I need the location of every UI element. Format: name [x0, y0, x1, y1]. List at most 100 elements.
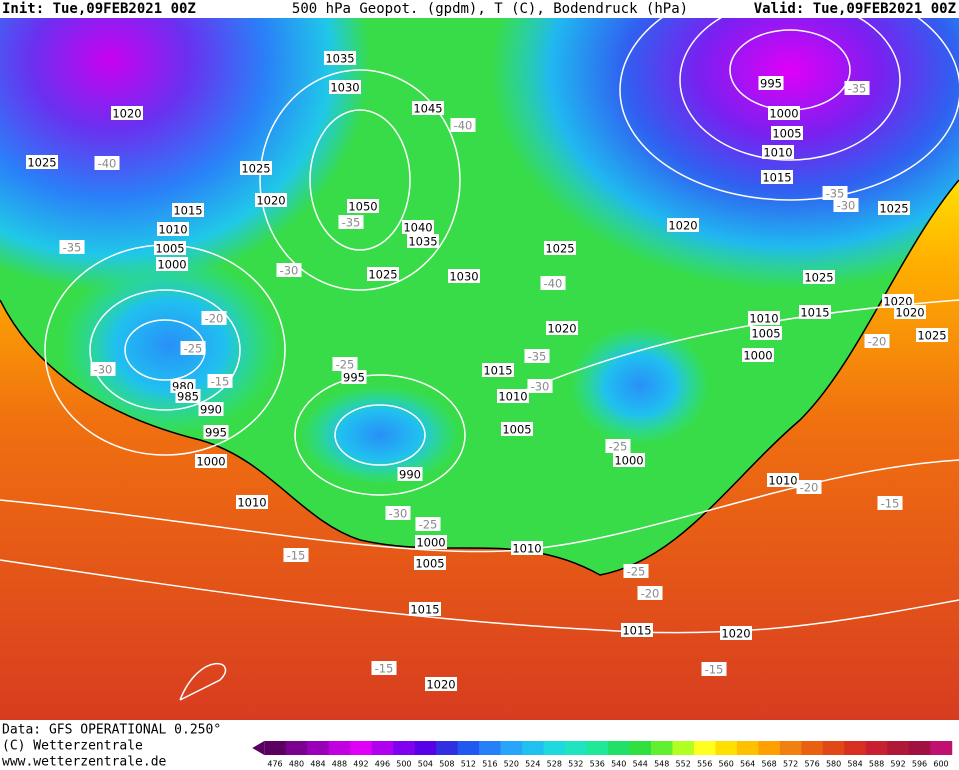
temperature-label: -35	[528, 350, 547, 364]
isobar-label-box	[198, 402, 224, 416]
website: www.wetterzentrale.de	[2, 755, 167, 770]
temperature-label: -15	[211, 375, 230, 389]
temperature-label-box	[524, 349, 550, 363]
isobar-label: 990	[200, 403, 222, 417]
isobar-label: 1020	[895, 306, 924, 320]
temperature-label: -20	[205, 312, 224, 326]
isobar-label-box	[324, 51, 356, 65]
temperature-label-box	[283, 548, 309, 562]
temperature-label: -25	[609, 440, 628, 454]
colorbar-cell	[457, 741, 480, 755]
colorbar-cell	[715, 741, 738, 755]
isobar-label-box	[412, 101, 444, 115]
isobar-label: 1000	[157, 258, 186, 272]
isobar-label: 1030	[330, 81, 359, 95]
colorbar-cell	[264, 741, 287, 755]
temperature-label: -15	[287, 549, 306, 563]
isobar-label: 1000	[196, 455, 225, 469]
isobar-label: 1035	[408, 235, 437, 249]
isobar-label: 1010	[498, 390, 527, 404]
isobar-label-box	[544, 241, 576, 255]
isobar-label: 1040	[403, 221, 432, 235]
map-title: 500 hPa Geopot. (gpdm), T (C), Bodendruc…	[292, 1, 688, 17]
isobar-label: 1015	[483, 364, 512, 378]
isobar-label: 1000	[743, 349, 772, 363]
colorbar-label: 572	[783, 760, 798, 769]
colorbar-label: 568	[761, 760, 776, 769]
isobar-label: 1020	[426, 678, 455, 692]
isobar-label: 1050	[348, 200, 377, 214]
colorbar-label: 552	[676, 760, 691, 769]
isobar-label: 1025	[368, 268, 397, 282]
temperature-label: -15	[705, 663, 724, 677]
isobar-label: 1005	[155, 242, 184, 256]
temperature-label-box	[90, 362, 116, 376]
isobar-label: 1030	[449, 270, 478, 284]
isobar-label: 1020	[112, 107, 141, 121]
isobar-label: 1020	[547, 322, 576, 336]
isobar-label-box	[172, 203, 204, 217]
colorbar-label: 524	[525, 760, 540, 769]
colorbar-cell	[414, 741, 437, 755]
temperature-label-box	[415, 517, 441, 531]
temperature-label: -30	[389, 507, 408, 521]
isobar-label: 1000	[769, 107, 798, 121]
isobar-label-box	[482, 363, 514, 377]
copyright: (C) Wetterzentrale	[2, 739, 143, 754]
isobar-label-box	[341, 370, 367, 384]
isobar-label: 1020	[668, 219, 697, 233]
temperature-label-box	[94, 156, 120, 170]
colorbar-label: 544	[633, 760, 648, 769]
colorbar-cell	[758, 741, 781, 755]
isobar-label-box	[409, 602, 441, 616]
isobar-label-box	[407, 234, 439, 248]
colorbar-arrow-left	[252, 741, 265, 755]
temperature-label: -25	[336, 358, 355, 372]
isobar-label-box	[397, 467, 423, 481]
temperature-label-box	[59, 240, 85, 254]
colorbar-label: 600	[933, 760, 948, 769]
isobar-label-box	[156, 257, 188, 271]
isobar-label: 1010	[512, 542, 541, 556]
isobar-label: 1010	[768, 474, 797, 488]
colorbar-cell	[328, 741, 351, 755]
temperature-label: -35	[342, 216, 361, 230]
temperature-label: -40	[98, 157, 117, 171]
colorbar-cell	[736, 741, 759, 755]
colorbar-label: 508	[439, 760, 454, 769]
temperature-label: -25	[627, 565, 646, 579]
temperature-label-box	[796, 480, 822, 494]
colorbar-cell	[285, 741, 308, 755]
isobar-label: 1020	[721, 627, 750, 641]
temperature-label-box	[605, 439, 631, 453]
isobar-label: 1015	[762, 171, 791, 185]
isobar-label-box	[367, 267, 399, 281]
isobar-label-box	[414, 556, 446, 570]
temperature-label-box	[623, 564, 649, 578]
colorbar-cell	[650, 741, 673, 755]
isobar-label-box	[154, 241, 186, 255]
isobar-label: 990	[399, 468, 421, 482]
isobar-label-box	[448, 269, 480, 283]
isobar-label: 1045	[413, 102, 442, 116]
isobar-label-box	[613, 453, 645, 467]
temperature-label-box	[276, 263, 302, 277]
data-source: Data: GFS OPERATIONAL 0.250°	[2, 723, 221, 738]
temperature-label-box	[864, 334, 890, 348]
colorbar-cell	[393, 741, 416, 755]
isobar-label: 1000	[416, 536, 445, 550]
colorbar-cell	[908, 741, 931, 755]
temperature-label-box	[207, 374, 233, 388]
isobar-label-box	[175, 389, 201, 403]
init-time: Init: Tue,09FEB2021 00Z	[2, 1, 196, 17]
temperature-label-box	[385, 506, 411, 520]
temperature-label-box	[637, 586, 663, 600]
isobar-label: 1005	[415, 557, 444, 571]
isobar-label-box	[878, 201, 910, 215]
colorbar-cell	[436, 741, 459, 755]
temperature-label-box	[527, 379, 553, 393]
isobar-label-box	[26, 155, 58, 169]
temperature-label-box	[877, 496, 903, 510]
